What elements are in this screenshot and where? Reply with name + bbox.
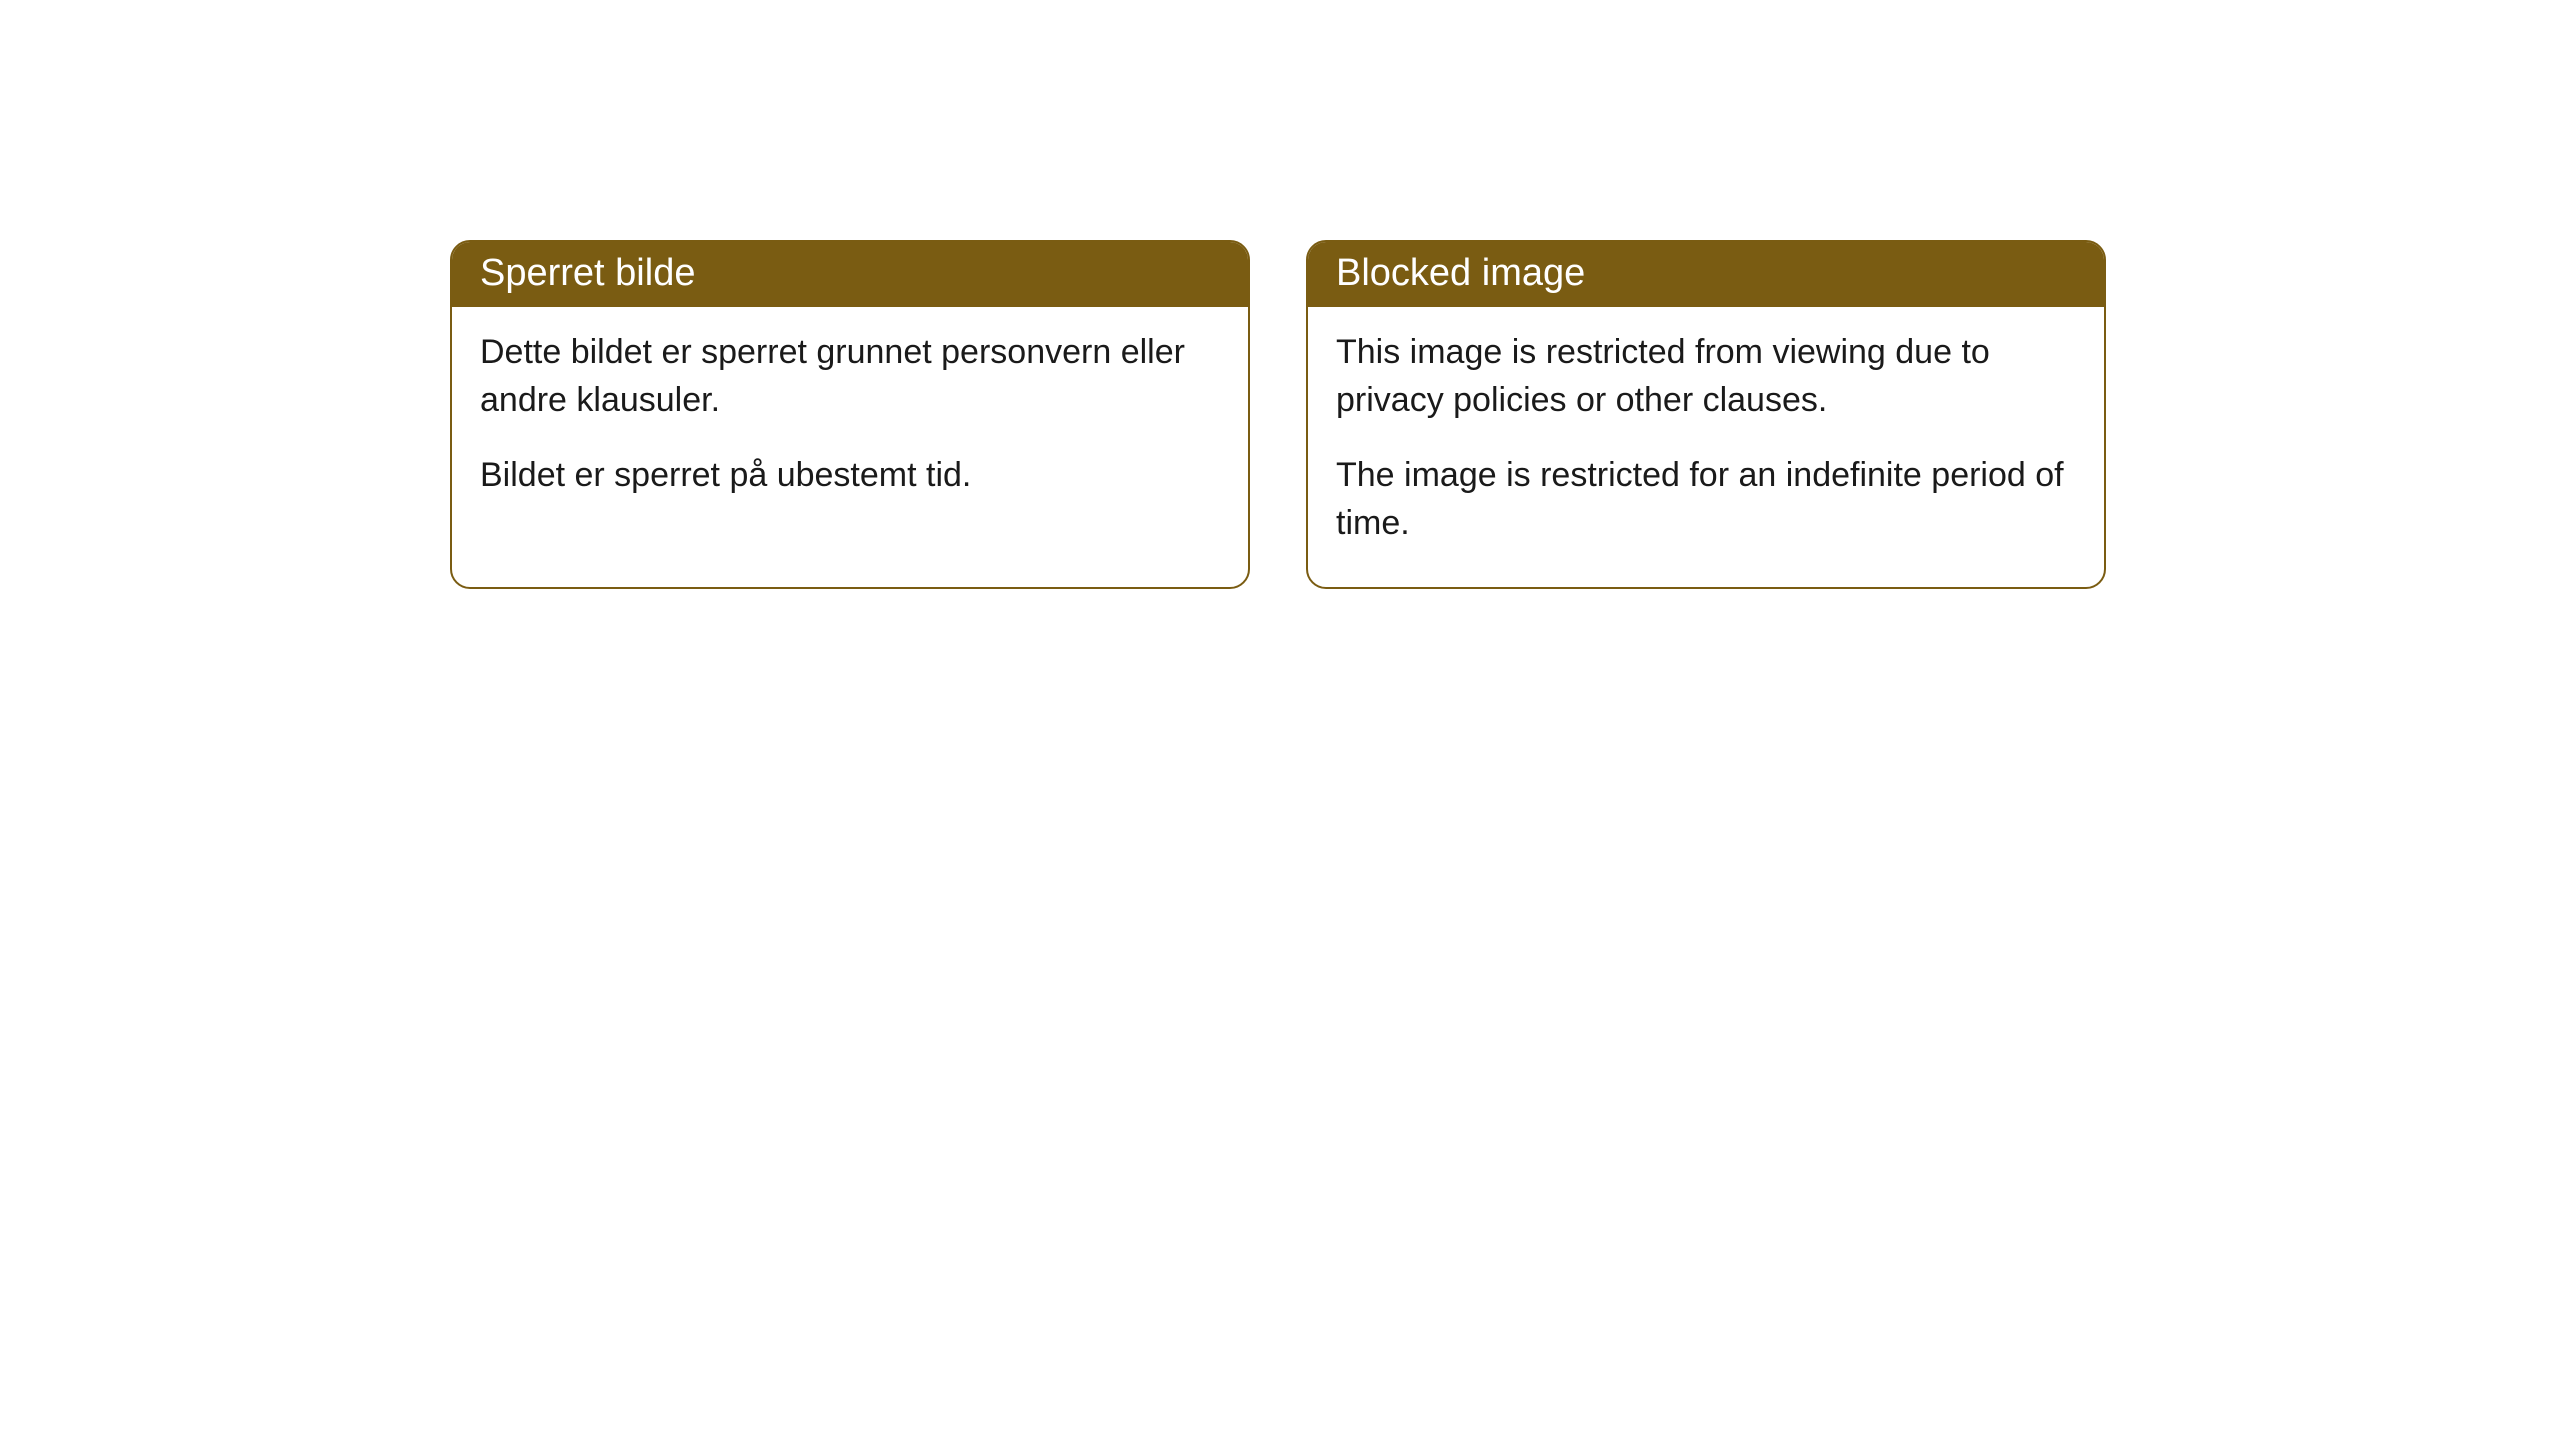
notice-paragraph: Bildet er sperret på ubestemt tid.: [480, 452, 1220, 500]
card-body: Dette bildet er sperret grunnet personve…: [452, 307, 1248, 540]
card-header: Sperret bilde: [452, 242, 1248, 307]
card-body: This image is restricted from viewing du…: [1308, 307, 2104, 587]
notice-paragraph: This image is restricted from viewing du…: [1336, 329, 2076, 424]
notice-paragraph: Dette bildet er sperret grunnet personve…: [480, 329, 1220, 424]
notice-card-english: Blocked image This image is restricted f…: [1306, 240, 2106, 589]
notice-container: Sperret bilde Dette bildet er sperret gr…: [0, 0, 2560, 589]
notice-paragraph: The image is restricted for an indefinit…: [1336, 452, 2076, 547]
notice-card-norwegian: Sperret bilde Dette bildet er sperret gr…: [450, 240, 1250, 589]
card-header: Blocked image: [1308, 242, 2104, 307]
